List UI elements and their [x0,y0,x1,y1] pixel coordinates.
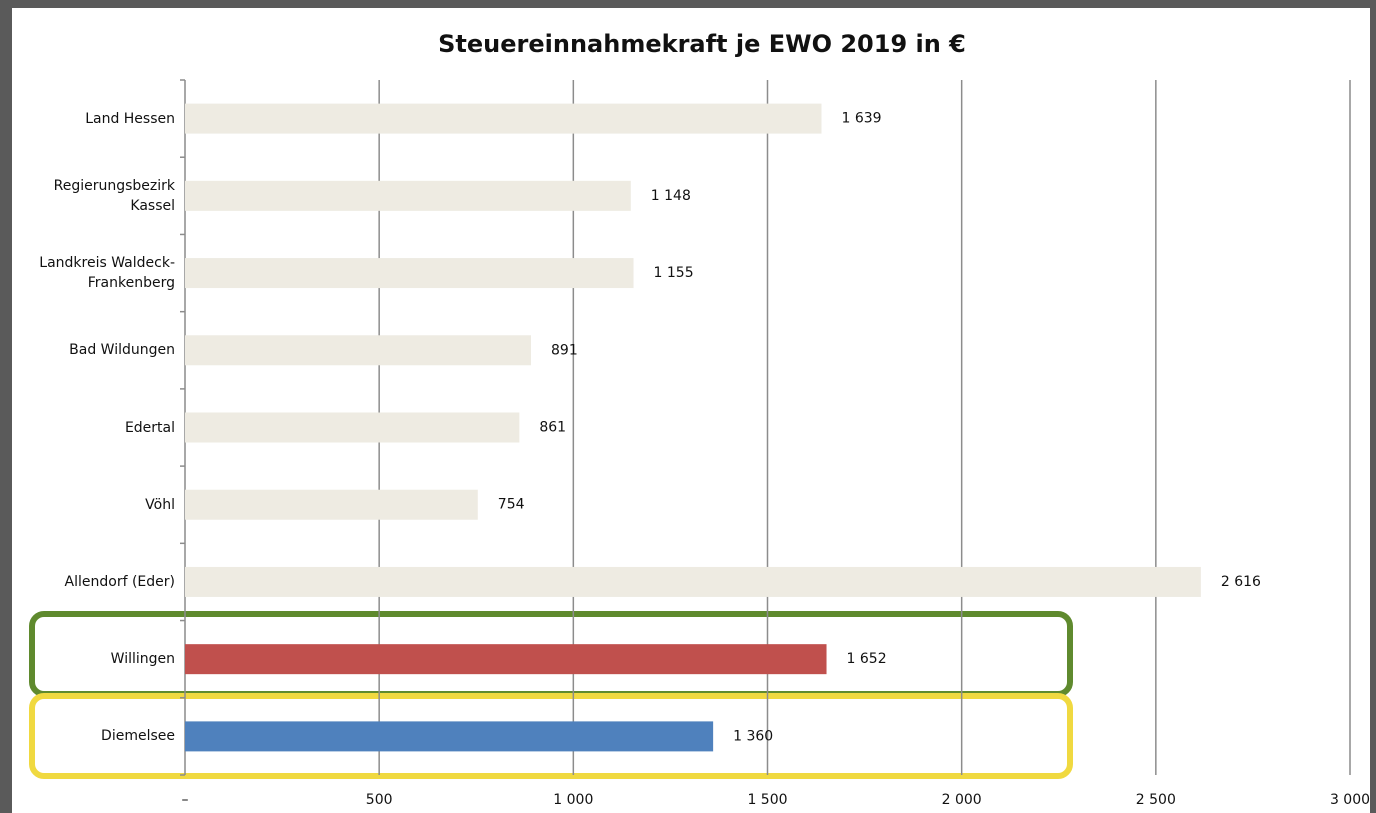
bar [185,489,478,520]
y-tick-label: Diemelsee [101,728,175,745]
x-tick-label: 500 [366,792,393,808]
bar [185,566,1201,597]
value-label: 1 155 [654,265,694,281]
value-label: 754 [498,497,525,513]
value-label: 1 360 [733,728,773,744]
value-label: 861 [539,420,566,436]
x-tick-label: 1 500 [747,792,787,808]
y-tick-label: Bad Wildungen [69,342,175,359]
y-tick-label: Willingen [110,651,175,668]
value-label: 1 639 [841,111,881,127]
value-label: 1 652 [847,651,887,667]
bar [185,644,827,675]
bar [185,180,631,211]
bar [185,258,634,289]
y-tick-label: Edertal [124,419,175,436]
y-tick-label: Regierungsbezirk Kassel [53,177,175,214]
x-tick-label: 3 000 [1330,792,1370,808]
y-tick-label: Allendorf (Eder) [64,573,175,590]
value-label: 1 148 [651,188,691,204]
bar [185,721,714,752]
chart-title: Steuereinnahmekraft je EWO 2019 in € [438,30,966,58]
chart-panel: Steuereinnahmekraft je EWO 2019 in € – 50… [12,8,1370,813]
x-tick-label: 2 000 [942,792,982,808]
chart: Steuereinnahmekraft je EWO 2019 in € – 50… [29,30,1370,808]
bar [185,335,532,366]
x-tick-label: 1 000 [553,792,593,808]
highlight-box [29,693,1073,779]
bar [185,412,520,443]
y-tick-label: Landkreis Waldeck-Frankenberg [39,255,175,292]
x-tick-label: 2 500 [1136,792,1176,808]
x-tick-label: – [182,792,189,808]
value-label: 891 [551,342,578,358]
y-tick-label: Vöhl [145,496,175,513]
bar [185,103,822,134]
value-label: 2 616 [1221,574,1261,590]
y-tick-label: Land Hessen [85,110,175,127]
